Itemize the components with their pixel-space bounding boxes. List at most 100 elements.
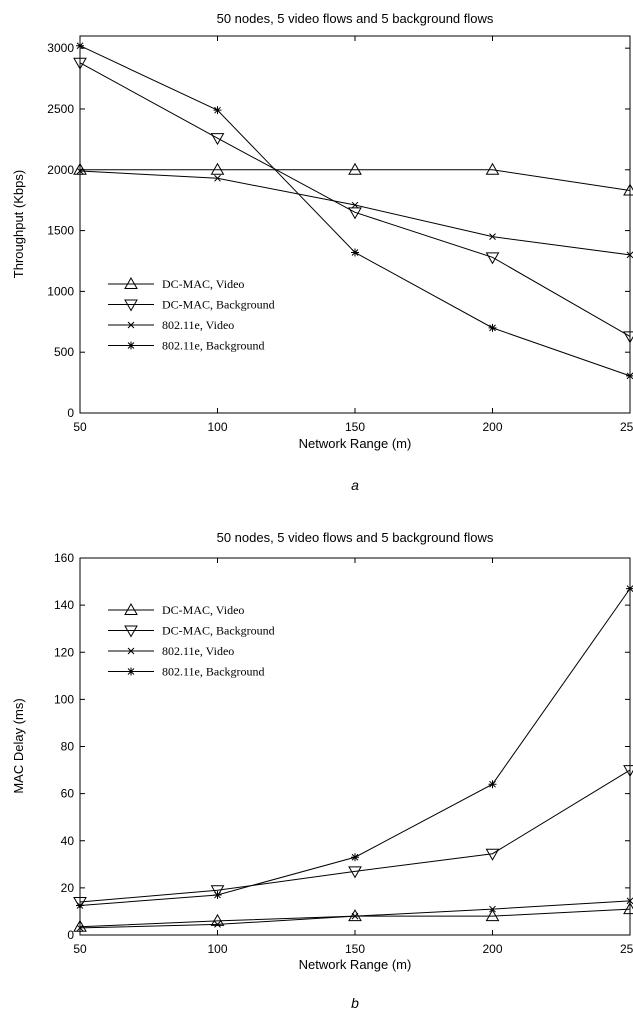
chart-a-x-tick-label: 50	[73, 420, 87, 434]
chart-b-y-tick-label: 40	[61, 834, 75, 848]
chart-a-y-tick-label: 2500	[47, 102, 74, 116]
chart-b-y-tick-label: 60	[61, 787, 75, 801]
chart-a-series-2-point	[351, 201, 359, 209]
chart-b-series-2-point	[351, 912, 359, 920]
chart-b-series-0-point	[73, 919, 87, 932]
chart-a-series-3-point	[76, 41, 84, 50]
chart-a-series-2-point	[626, 251, 633, 259]
chart-b-x-axis-label: Network Range (m)	[299, 957, 412, 972]
chart-b-x-tick-label: 150	[345, 942, 365, 956]
chart-b-x-tick-label: 100	[207, 942, 227, 956]
chart-b-legend: DC-MAC, Video DC-MAC, Background 802.11e, …	[108, 602, 275, 679]
chart-a-series-3-point	[626, 371, 633, 380]
chart-a-plot-area	[79, 35, 631, 414]
chart-a-x-tick-label: 250	[620, 420, 633, 434]
chart-a-series-2-point	[76, 167, 84, 175]
chart-a-series-0-point	[623, 183, 633, 196]
chart-b-series-3-point	[213, 890, 222, 899]
chart-a-x-tick-label: 150	[345, 420, 365, 434]
chart-b-series-1-point	[485, 848, 500, 861]
chart-a-series-3-point	[488, 323, 497, 332]
chart-b-series-0-point	[210, 913, 225, 926]
chart-b-y-tick-label: 80	[61, 740, 75, 754]
chart-b-x-ticks: 50 100 150 200 250	[73, 558, 633, 956]
chart-b-legend-marker	[127, 667, 135, 676]
chart-b-legend-marker	[124, 602, 138, 615]
chart-b-legend-label: 802.11e, Video	[162, 644, 234, 658]
chart-b-y-tick-label: 160	[54, 551, 74, 565]
chart-b-legend-label: DC-MAC, Background	[162, 624, 275, 638]
chart-b-title: 50 nodes, 5 video flows and 5 background…	[217, 530, 494, 545]
chart-b-series-2-point	[76, 924, 84, 932]
chart-a-legend-marker	[127, 321, 135, 329]
chart-b-y-tick-label: 20	[61, 881, 75, 895]
chart-a-x-tick-label: 200	[482, 420, 502, 434]
chart-a: 50 nodes, 5 video flows and 5 background…	[11, 11, 633, 493]
chart-a-caption: a	[351, 477, 359, 493]
chart-a-series-0-point	[485, 162, 500, 175]
chart-b-series-1-point	[210, 885, 225, 898]
chart-b-series-0-point	[348, 909, 362, 922]
chart-b-y-axis-label: MAC Delay (ms)	[11, 698, 26, 793]
chart-a-y-tick-label: 1500	[47, 224, 74, 238]
chart-a-series-1-point	[210, 133, 225, 146]
chart-a-series-2-line	[79, 170, 631, 256]
chart-a-series-1-point	[485, 252, 500, 265]
chart-b-series-0-point	[485, 909, 500, 922]
chart-b-series-1-line	[79, 769, 631, 903]
chart-b-series-3-point	[488, 780, 497, 789]
chart-b-series-2-point	[489, 905, 496, 913]
chart-a-legend-marker	[127, 341, 135, 350]
chart-b-legend-marker	[127, 647, 135, 655]
chart-a-x-tick-label: 100	[207, 420, 227, 434]
chart-b-legend-label: 802.11e, Background	[162, 665, 265, 679]
chart-a-y-tick-label: 500	[54, 345, 74, 359]
chart-b-series-3-point	[626, 584, 633, 593]
chart-b-series-3-point	[351, 853, 359, 862]
chart-b-x-tick-label: 200	[482, 942, 502, 956]
chart-b-x-tick-label: 250	[620, 942, 633, 956]
chart-b-series-1-point	[623, 765, 633, 778]
chart-b-series-2-line	[79, 900, 631, 929]
chart-b-series-0-line	[79, 908, 631, 928]
chart-a-series-1-point	[623, 331, 633, 344]
chart-a-series-1-point	[348, 207, 362, 220]
chart-a-series-2-point	[489, 233, 496, 241]
chart-a-series-3-point	[213, 106, 222, 115]
chart-b-y-tick-label: 120	[54, 645, 74, 659]
chart-a-legend-label: DC-MAC, Video	[162, 277, 244, 291]
chart-a-legend-marker	[124, 276, 138, 289]
chart-b-y-ticks: 0 20 40 60 80 100 120 140 160	[54, 551, 630, 942]
chart-b-series-2-point	[214, 921, 221, 928]
chart-a-series-3-point	[351, 248, 359, 257]
chart-a-series-2-point	[214, 174, 221, 182]
chart-a-y-tick-label: 2000	[47, 163, 74, 177]
chart-b-legend-label: DC-MAC, Video	[162, 603, 244, 617]
chart-a-legend-marker	[124, 299, 138, 312]
chart-a-x-ticks: 50 100 150 200 250	[73, 36, 633, 434]
chart-a-y-tick-label: 0	[67, 406, 74, 420]
chart-b-legend-marker	[124, 625, 138, 638]
chart-b-series-3-point	[76, 901, 84, 910]
chart-a-series-1-line	[79, 62, 631, 337]
chart-a-legend-label: 802.11e, Background	[162, 339, 265, 353]
chart-b-series-0-point	[623, 902, 633, 915]
chart-a-y-axis-label: Throughput (Kbps)	[11, 170, 26, 278]
chart-a-series	[73, 41, 633, 380]
chart-b-y-tick-label: 140	[54, 598, 74, 612]
chart-a-series-0-point	[348, 162, 362, 175]
chart-a-legend-label: 802.11e, Video	[162, 318, 234, 332]
chart-a-y-ticks: 0 500 1000 1500 2000 2500 3000	[47, 41, 630, 420]
chart-b-y-tick-label: 0	[67, 928, 74, 942]
chart-b-caption: b	[351, 995, 359, 1011]
chart-a-series-0-point	[210, 162, 225, 175]
chart-b-y-tick-label: 100	[54, 692, 74, 706]
chart-a-y-tick-label: 3000	[47, 41, 74, 55]
chart-a-x-axis-label: Network Range (m)	[299, 436, 412, 451]
chart-b-series-2-point	[626, 897, 633, 905]
chart-a-legend: DC-MAC, Video DC-MAC, Background 802.11e, …	[108, 276, 275, 353]
chart-a-series-1-point	[73, 57, 87, 70]
chart-a-title: 50 nodes, 5 video flows and 5 background…	[217, 11, 494, 26]
chart-b-x-tick-label: 50	[73, 942, 87, 956]
